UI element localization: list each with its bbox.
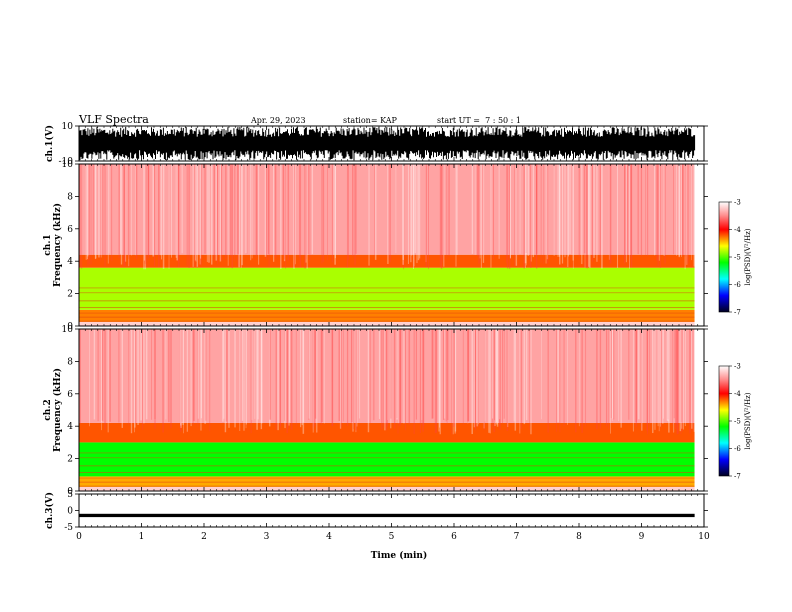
spectral-band: [79, 486, 695, 491]
spectrogram-2: [79, 329, 695, 491]
y-axis-label: ch.3(V): [44, 492, 55, 529]
colorbar-tick-label: -5: [734, 254, 741, 262]
x-tick-label: 1: [139, 532, 145, 542]
y-tick-label: 5: [67, 490, 73, 500]
panel-3: 0 2 4 6 8 10 ch.2 Frequency (kHz) -3 -4 -5 -6 -7 log(…: [43, 325, 752, 497]
colorbar-tick-label: -6: [734, 445, 741, 453]
y-tick-label: 2: [67, 455, 73, 465]
spectral-band: [79, 267, 695, 310]
colorbar-tick-label: -7: [734, 473, 741, 481]
panel-2: 0 2 4 6 8 10 ch.1 Frequency (kHz) -3 -4 -5 -6 -7 log(…: [43, 160, 752, 332]
colorbar: -3 -4 -5 -6 -7 log(PSD)(V²/Hz): [718, 363, 752, 481]
spectrogram-1: [79, 164, 695, 326]
date-label: Apr. 29, 2023: [250, 116, 306, 125]
colorbar-tick-label: -4: [734, 390, 741, 398]
start-ut-label: start UT = 7 : 50 : 1: [437, 116, 521, 125]
x-tick-label: 0: [76, 532, 82, 542]
y-tick-label: 6: [67, 225, 73, 235]
x-tick-label: 4: [326, 532, 332, 542]
colorbar-label: log(PSD)(V²/Hz): [744, 392, 752, 449]
y-tick-label: 4: [67, 257, 73, 267]
y-tick-label: 8: [67, 357, 73, 367]
y-tick-label: 8: [67, 192, 73, 202]
colorbar-tick-label: -3: [734, 199, 741, 207]
colorbar-tick-label: -4: [734, 226, 741, 234]
channel-label: ch.1: [43, 234, 53, 255]
colorbar-tick-label: -6: [734, 281, 741, 289]
y-tick-label: -10: [59, 157, 74, 167]
colorbar-label: log(PSD)(V²/Hz): [744, 228, 752, 285]
y-tick-label: 2: [67, 290, 73, 300]
y-tick-label: 0: [67, 507, 73, 517]
ch1-waveform: [78, 126, 696, 161]
y-axis-label: Frequency (kHz): [52, 368, 63, 452]
x-tick-label: 5: [389, 532, 395, 542]
spectral-band: [79, 309, 695, 322]
x-tick-label: 10: [698, 532, 710, 542]
y-tick-label: 10: [62, 325, 74, 335]
y-tick-label: -5: [64, 523, 73, 533]
spectral-band: [79, 164, 695, 255]
y-tick-label: 4: [67, 422, 73, 432]
y-tick-label: 10: [62, 122, 74, 132]
spectral-band: [79, 442, 695, 477]
x-tick-label: 9: [639, 532, 645, 542]
panel-frame: [78, 493, 705, 528]
x-tick-label: 2: [201, 532, 207, 542]
x-axis-label: Time (min): [371, 550, 428, 561]
ch3-waveform: [79, 513, 695, 518]
colorbar-tick-label: -7: [734, 309, 741, 317]
x-tick-label: 3: [264, 532, 270, 542]
spectral-band: [79, 321, 695, 326]
colorbar-tick-label: -3: [734, 363, 741, 371]
channel-label: ch.2: [43, 399, 53, 420]
colorbar: -3 -4 -5 -6 -7 log(PSD)(V²/Hz): [718, 199, 752, 317]
spectral-band: [79, 476, 695, 487]
colorbar-tick-label: -5: [734, 418, 741, 426]
y-axis-label: ch.1(V): [44, 125, 55, 162]
y-tick-label: 6: [67, 390, 73, 400]
y-tick-label: 0: [67, 487, 73, 497]
panel-4: 50-5ch.3(V): [44, 490, 708, 533]
x-tick-label: 8: [576, 532, 582, 542]
x-tick-label: 6: [451, 532, 457, 542]
spectral-band: [79, 422, 695, 443]
y-tick-label: 0: [67, 322, 73, 332]
spectral-band: [79, 254, 695, 268]
x-tick-label: 7: [514, 532, 520, 542]
y-tick-label: 10: [62, 160, 74, 170]
spectral-band: [79, 329, 695, 423]
station-label: station= KAP: [343, 116, 398, 125]
y-axis-label: Frequency (kHz): [52, 203, 63, 287]
figure-title: VLF Spectra: [78, 113, 149, 126]
